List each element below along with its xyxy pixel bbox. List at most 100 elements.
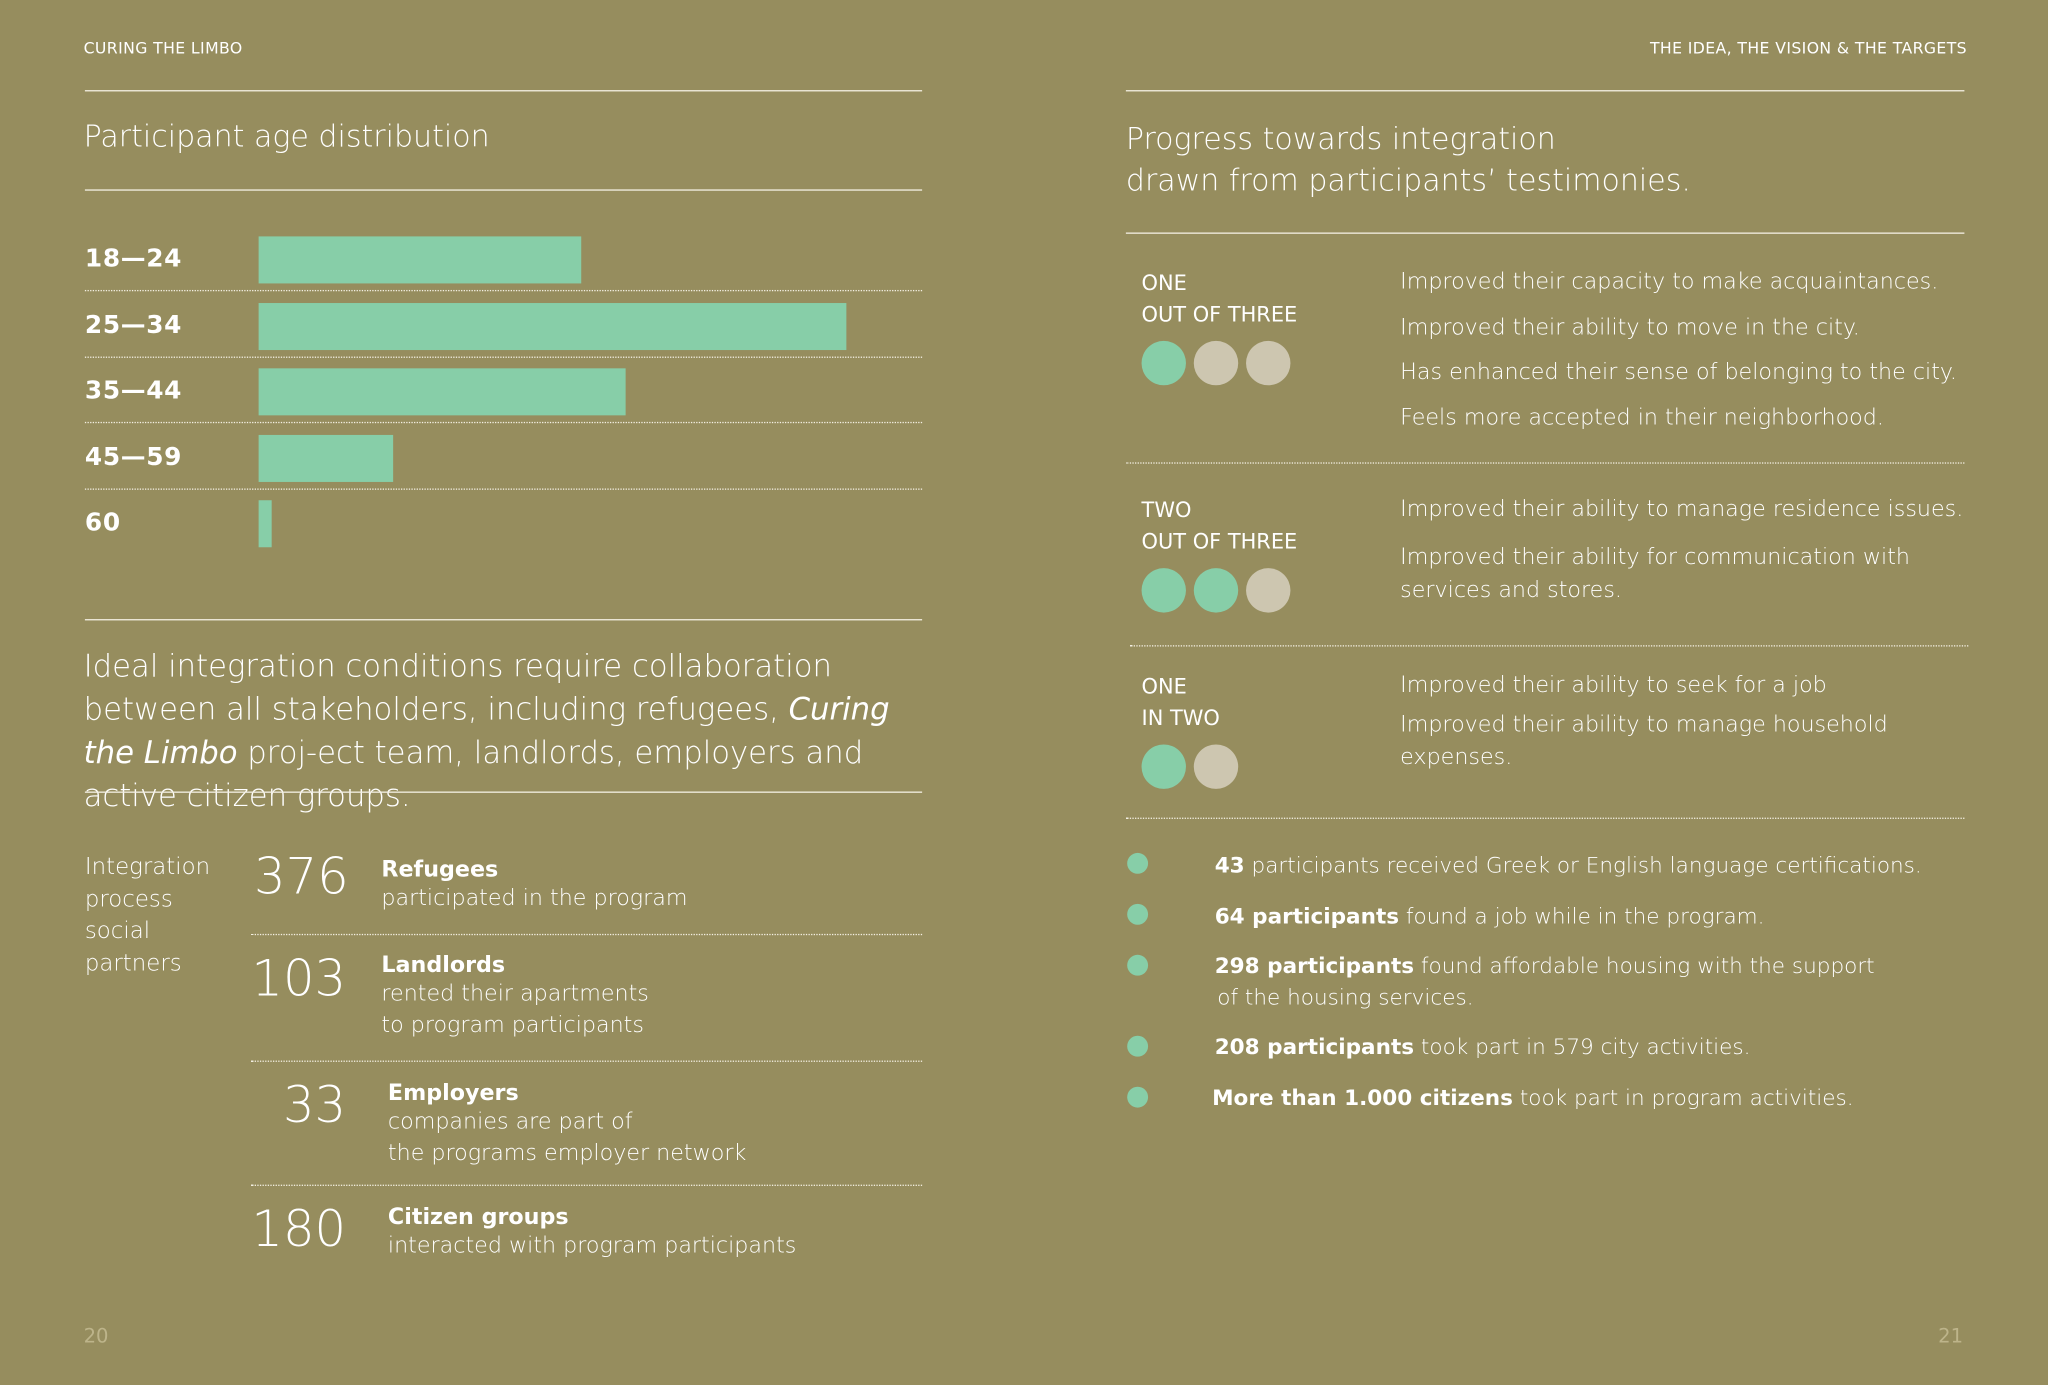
age-bar-18—24: [258, 236, 582, 284]
filled-dot: [1193, 568, 1239, 613]
bullet-item: 298 participants found affordable housin…: [1215, 951, 1875, 1014]
bullet-dot: [1127, 1035, 1149, 1057]
stat-desc: to program participants: [381, 1012, 644, 1039]
statement: Has enhanced their sense of belonging to…: [1400, 359, 1957, 386]
divider: [250, 933, 923, 936]
quote-text: proj-ect team, landlords, employers and …: [83, 734, 864, 814]
divider: [84, 619, 923, 621]
statement: Improved their ability to seek for a job: [1400, 672, 1827, 699]
bullet-bold: 298 participants: [1214, 953, 1415, 979]
bullet-dot: [1127, 1086, 1149, 1108]
ratio-dots: [1141, 568, 1291, 613]
bullet-text: of the housing services.: [1217, 984, 1474, 1010]
age-category-label: 18—24: [84, 244, 183, 273]
stat-title: Refugees: [381, 856, 499, 883]
divider: [1125, 817, 1965, 819]
ratio-dots: [1141, 340, 1291, 386]
partners-label: Integration process social partners: [85, 852, 210, 980]
title-line: drawn from participants’ testimonies.: [1125, 164, 1691, 199]
bullet-bold: 208 participants: [1214, 1034, 1415, 1060]
stat-refugees: Refugees participated in the program: [381, 857, 687, 914]
progress-title: Progress towards integration drawn from …: [1126, 119, 1691, 203]
divider: [1125, 232, 1965, 234]
label-line: social: [84, 918, 151, 945]
bullet-text: participants received Greek or English l…: [1244, 852, 1922, 878]
bullet-item: 43 participants received Greek or Englis…: [1215, 850, 1922, 881]
quote-text: Ideal integration conditions require col…: [83, 647, 832, 728]
stat-citizen-groups: Citizen groups interacted with program p…: [388, 1204, 796, 1261]
bullet-bold: 64 participants: [1214, 903, 1400, 929]
ratio-dots: [1141, 744, 1239, 789]
label-line: Integration: [84, 854, 211, 881]
ratio-line: OUT OF THREE: [1141, 528, 1298, 554]
stat-desc: the programs employer network: [387, 1140, 747, 1167]
divider: [84, 189, 923, 191]
bullet-item: 64 participants found a job while in the…: [1215, 901, 1765, 932]
stat-number: 376: [253, 847, 349, 906]
stat-number: 180: [251, 1200, 347, 1258]
collaboration-statement: Ideal integration conditions require col…: [84, 645, 933, 817]
page-number-right: 21: [1938, 1324, 1964, 1348]
age-category-label: 45—59: [84, 442, 183, 471]
divider: [250, 1184, 923, 1186]
age-chart-title: Participant age distribution: [83, 120, 490, 155]
age-category-label: 35—44: [84, 376, 183, 405]
row-divider: [84, 421, 923, 424]
filled-dot: [1141, 744, 1186, 789]
page-number-left: 20: [83, 1324, 109, 1348]
stat-desc: companies are part of: [387, 1108, 633, 1136]
divider: [250, 1060, 923, 1062]
ratio-line: TWO: [1141, 497, 1192, 523]
ratio-line: IN TWO: [1141, 705, 1220, 731]
bullet-dot: [1127, 903, 1149, 925]
empty-dot: [1193, 744, 1239, 789]
age-category-label: 60: [84, 508, 121, 537]
row-divider: [84, 355, 923, 358]
row-divider: [84, 289, 923, 292]
filled-dot: [1141, 340, 1186, 386]
project-name: Curing the Limbo: [83, 690, 890, 771]
statement: Improved their ability to move in the ci…: [1400, 314, 1860, 341]
filled-dot: [1141, 568, 1186, 613]
empty-dot: [1193, 340, 1239, 386]
age-category-label: 25—34: [84, 310, 183, 339]
age-bar-25—34: [258, 302, 847, 350]
bullet-bold: More than 1.000 citizens: [1212, 1085, 1513, 1111]
bullet-dot: [1127, 852, 1149, 874]
label-line: partners: [84, 950, 182, 977]
running-header-right: THE IDEA, THE VISION & THE TARGETS: [1649, 39, 1968, 58]
empty-dot: [1246, 340, 1291, 386]
stat-number: 33: [282, 1076, 347, 1134]
statement: Improved their capacity to make acquaint…: [1400, 269, 1939, 296]
stat-desc: interacted with program participants: [387, 1232, 797, 1260]
divider: [84, 90, 923, 92]
divider: [84, 791, 923, 793]
divider: [1129, 645, 1969, 647]
stat-desc: rented their apartments: [381, 980, 649, 1008]
bullet-item: More than 1.000 citizens took part in pr…: [1212, 1083, 1854, 1114]
title-line: Progress towards integration: [1125, 122, 1556, 157]
stat-title: Employers: [387, 1080, 519, 1107]
ratio-line: ONE: [1141, 270, 1187, 296]
running-header-left: CURING THE LIMBO: [83, 39, 243, 58]
statement: Improved their ability for communication…: [1400, 544, 1910, 604]
bullet-text: found affordable housing with the suppor…: [1414, 953, 1875, 979]
statement: Improved their ability to manage househo…: [1400, 711, 1888, 771]
label-line: process: [84, 886, 173, 913]
ratio-line: ONE: [1141, 673, 1187, 699]
ratio-label: ONE IN TWO: [1142, 671, 1220, 734]
bullet-item: 208 participants took part in 579 city a…: [1215, 1032, 1751, 1063]
stat-employers: Employers companies are part of the prog…: [388, 1080, 746, 1169]
statement: Feels more accepted in their neighborhoo…: [1400, 404, 1884, 432]
bullet-text: found a job while in the program.: [1399, 903, 1765, 929]
empty-dot: [1246, 568, 1291, 613]
divider: [1125, 462, 1965, 464]
bullet-bold: 43: [1214, 852, 1245, 878]
bullet-text: took part in program activities.: [1512, 1085, 1854, 1111]
statement: Improved their ability to manage residen…: [1400, 496, 1964, 523]
ratio-label: TWO OUT OF THREE: [1142, 495, 1298, 558]
age-bar-45—59: [258, 434, 394, 482]
age-bar-60: [258, 500, 272, 548]
stat-desc: participated in the program: [381, 885, 688, 912]
